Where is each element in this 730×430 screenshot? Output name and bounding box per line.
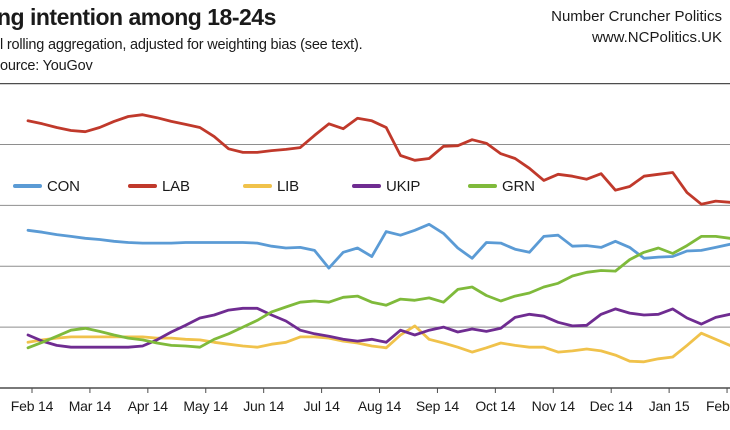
legend-label-ukip: UKIP xyxy=(386,177,421,195)
legend-item-lab: LAB xyxy=(128,177,190,195)
x-tick-label: Sep 14 xyxy=(415,398,460,414)
x-tick-label: Nov 14 xyxy=(531,398,575,414)
legend-swatch-con xyxy=(13,184,42,188)
series-line-con xyxy=(26,222,730,270)
x-tick-label: Feb 14 xyxy=(10,398,54,414)
legend-label-con: CON xyxy=(47,177,80,195)
legend-label-grn: GRN xyxy=(502,177,535,195)
x-tick-label: Feb xyxy=(706,398,730,414)
x-tick-label: Jun 14 xyxy=(243,398,285,414)
chart-source: ource: YouGov xyxy=(0,58,93,74)
series-line-lib xyxy=(26,324,730,364)
series-line-ukip xyxy=(26,306,730,349)
page-title: ng intention among 18-24s xyxy=(0,4,276,30)
x-tick-label: May 14 xyxy=(183,398,229,414)
brand-name: Number Cruncher Politics xyxy=(551,8,722,25)
legend-label-lab: LAB xyxy=(162,177,190,195)
x-tick-label: Apr 14 xyxy=(127,398,168,414)
x-tick-label: Dec 14 xyxy=(589,398,633,414)
legend-item-grn: GRN xyxy=(468,177,535,195)
x-tick-label: Oct 14 xyxy=(475,398,516,414)
x-tick-label: Mar 14 xyxy=(68,398,112,414)
x-tick-label: Aug 14 xyxy=(357,398,402,414)
legend-item-ukip: UKIP xyxy=(352,177,421,195)
x-tick-label: Jul 14 xyxy=(303,398,340,414)
legend-swatch-lib xyxy=(243,184,272,188)
brand-block: Number Cruncher Politics www.NCPolitics.… xyxy=(551,6,722,48)
series-line-lab xyxy=(26,113,730,206)
chart-subtitle: l rolling aggregation, adjusted for weig… xyxy=(0,37,363,53)
x-tick-label: Jan 15 xyxy=(648,398,690,414)
legend-swatch-grn xyxy=(468,184,497,188)
legend-label-lib: LIB xyxy=(277,177,299,195)
legend-item-lib: LIB xyxy=(243,177,299,195)
legend-item-con: CON xyxy=(13,177,80,195)
legend-swatch-lab xyxy=(128,184,157,188)
series-line-grn xyxy=(26,234,730,350)
legend-swatch-ukip xyxy=(352,184,381,188)
brand-url: www.NCPolitics.UK xyxy=(591,29,722,46)
